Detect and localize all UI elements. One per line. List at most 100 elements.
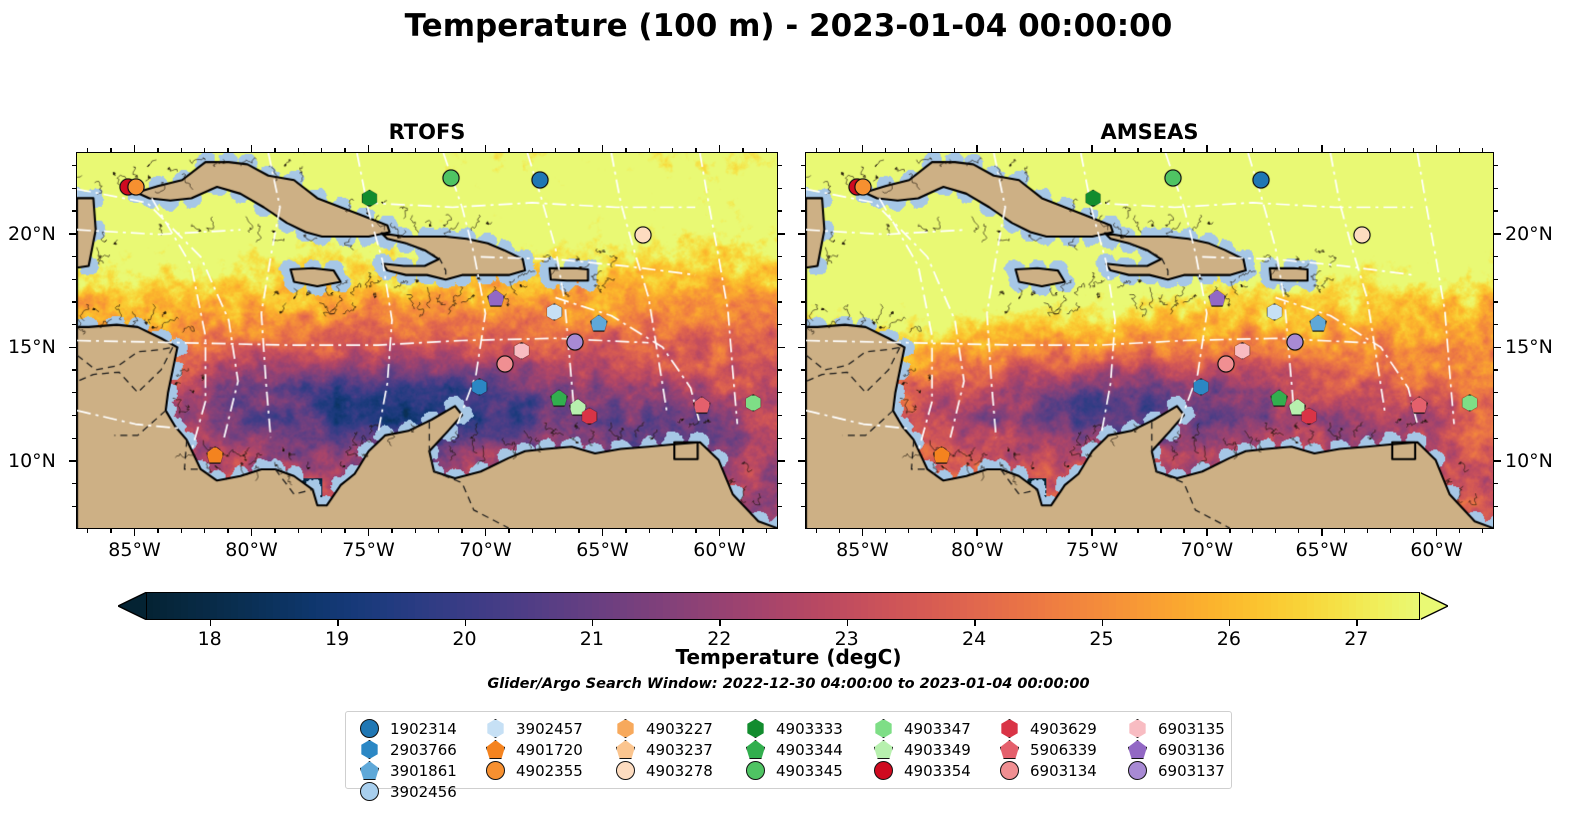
glider-argo-marker[interactable] [569, 398, 587, 416]
legend-item[interactable]: 4903345 [746, 760, 843, 781]
axis-tick-x-minor [438, 529, 440, 533]
legend-item[interactable]: 6903135 [1128, 718, 1225, 739]
axis-tick-y-minor [801, 505, 805, 507]
legend-item[interactable]: 4903354 [874, 760, 971, 781]
glider-argo-marker[interactable] [471, 378, 488, 396]
colorbar-outline [146, 592, 1420, 620]
glider-argo-marker[interactable] [1164, 169, 1182, 187]
axis-tick-x-minor [1160, 529, 1162, 533]
legend-label: 1902314 [390, 719, 457, 738]
glider-argo-marker[interactable] [546, 303, 563, 321]
legend-item[interactable]: 6903134 [1000, 760, 1097, 781]
axis-tick-y-minor [72, 369, 76, 371]
axis-tick-y [798, 232, 805, 235]
colorbar-segment [988, 592, 997, 620]
glider-argo-marker[interactable] [1461, 394, 1478, 412]
legend-item[interactable]: 3902456 [360, 781, 457, 802]
legend-label: 4903354 [904, 761, 971, 780]
glider-argo-marker[interactable] [1217, 355, 1235, 373]
colorbar-segment [1172, 592, 1181, 620]
glider-argo-marker[interactable] [531, 171, 549, 189]
legend-item[interactable]: 6903136 [1128, 739, 1225, 760]
glider-argo-marker[interactable] [513, 342, 530, 360]
glider-argo-marker[interactable] [442, 169, 460, 187]
glider-argo-marker[interactable] [1234, 342, 1251, 360]
marker-glyph [1353, 226, 1371, 244]
axis-tick-y-minor [72, 482, 76, 485]
legend-item[interactable]: 4903227 [616, 718, 713, 739]
colorbar-tick [846, 620, 849, 626]
glider-argo-marker[interactable] [590, 314, 608, 332]
legend-item[interactable]: 6903137 [1128, 760, 1225, 781]
legend-item[interactable]: 4902355 [486, 760, 583, 781]
colorbar-segment [1412, 592, 1421, 620]
glider-argo-marker[interactable] [1252, 171, 1270, 189]
axis-tick-y-minor [778, 210, 782, 212]
legend-item[interactable]: 4903629 [1000, 718, 1097, 739]
map-panel-rtofs[interactable] [76, 152, 778, 529]
axis-tick-x-minor [1068, 529, 1070, 533]
glider-argo-marker[interactable] [550, 389, 568, 407]
glider-argo-marker[interactable] [1410, 396, 1428, 414]
colorbar-segment [1087, 592, 1096, 620]
colorbar-segment [1313, 592, 1322, 620]
legend-item[interactable]: 4903347 [874, 718, 971, 739]
axis-tick-x-minor [1367, 529, 1369, 533]
glider-argo-marker[interactable] [566, 333, 584, 350]
glider-argo-marker[interactable] [1300, 407, 1317, 425]
legend-item[interactable]: 5906339 [1000, 739, 1097, 760]
legend-item[interactable]: 2903766 [360, 739, 457, 760]
glider-argo-marker[interactable] [1266, 303, 1283, 321]
glider-argo-marker[interactable] [1085, 189, 1102, 207]
legend-item[interactable]: 4903349 [874, 739, 971, 760]
map-panel-amseas[interactable] [805, 152, 1494, 529]
colorbar-tick [464, 620, 466, 626]
glider-argo-marker[interactable] [1208, 289, 1226, 307]
legend-marker-icon [616, 761, 635, 780]
glider-argo-marker[interactable] [1286, 333, 1304, 350]
glider-argo-marker[interactable] [745, 394, 762, 412]
legend-column: 4903333 4903344 4903345 [746, 718, 843, 781]
colorbar-segment [591, 592, 600, 620]
marker-glyph [514, 342, 529, 360]
colorbar-segment [690, 592, 699, 620]
glider-argo-marker[interactable] [581, 407, 598, 425]
legend-item[interactable]: 4903278 [616, 760, 713, 781]
colorbar-segment [1398, 592, 1407, 620]
axis-tick-x-minor [1298, 148, 1300, 152]
colorbar-segment [832, 592, 841, 620]
axis-tick-x-minor [1045, 529, 1047, 533]
legend-item[interactable]: 4903344 [746, 739, 843, 760]
glider-argo-marker[interactable] [487, 289, 505, 307]
glider-argo-marker[interactable] [1288, 398, 1306, 416]
legend-item[interactable]: 3902457 [486, 718, 583, 739]
glider-argo-marker[interactable] [496, 355, 514, 373]
glider-argo-marker[interactable] [361, 189, 378, 207]
glider-argo-marker[interactable] [206, 446, 224, 464]
glider-argo-marker[interactable] [1353, 226, 1371, 244]
glider-argo-marker[interactable] [1193, 378, 1210, 396]
axis-tick-y-minor [1494, 187, 1498, 189]
legend-marker-icon [1000, 719, 1019, 738]
marker-glyph [1193, 378, 1209, 396]
legend-marker-icon [360, 740, 379, 759]
glider-argo-marker[interactable] [1270, 389, 1288, 407]
glider-argo-marker[interactable] [127, 178, 144, 196]
axis-tick-x-minor [344, 529, 346, 533]
legend-item[interactable]: 4901720 [486, 739, 583, 760]
colorbar-segment [365, 592, 374, 620]
legend-item[interactable]: 4903333 [746, 718, 843, 739]
glider-argo-marker[interactable] [693, 396, 711, 414]
axis-tick-x-minor [695, 148, 697, 152]
axis-tick-x-minor [1229, 529, 1231, 533]
colorbar-tick-label: 26 [1216, 628, 1241, 650]
legend-item[interactable]: 1902314 [360, 718, 457, 739]
axis-tick-x-minor [531, 148, 533, 152]
legend-item[interactable]: 3901861 [360, 760, 457, 781]
glider-argo-marker[interactable] [634, 226, 652, 244]
glider-argo-marker[interactable] [1309, 314, 1327, 332]
legend-item[interactable]: 4903237 [616, 739, 713, 760]
colorbar-segment [1066, 592, 1074, 620]
glider-argo-marker[interactable] [854, 178, 872, 196]
glider-argo-marker[interactable] [933, 446, 950, 464]
